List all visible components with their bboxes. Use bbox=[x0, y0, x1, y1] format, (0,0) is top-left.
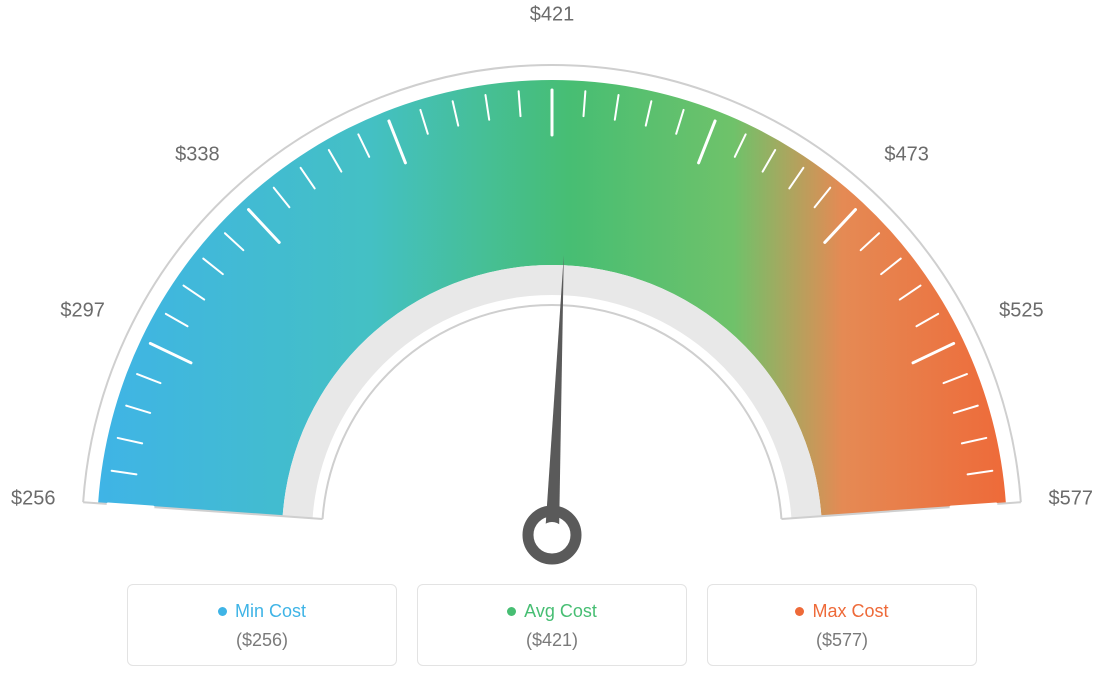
legend-max-header: Max Cost bbox=[708, 601, 976, 622]
gauge-tick-label: $525 bbox=[999, 300, 1044, 323]
legend-min-dot bbox=[218, 607, 227, 616]
legend-min-label: Min Cost bbox=[235, 601, 306, 622]
legend-avg-header: Avg Cost bbox=[418, 601, 686, 622]
legend-max-value: ($577) bbox=[708, 630, 976, 651]
legend-max-label: Max Cost bbox=[812, 601, 888, 622]
gauge-tick-label: $473 bbox=[884, 143, 929, 166]
gauge-tick-label: $338 bbox=[175, 143, 220, 166]
gauge-tick-label: $256 bbox=[11, 487, 56, 510]
gauge-chart: $256$297$338$421$473$525$577 bbox=[52, 30, 1052, 570]
legend-avg-value: ($421) bbox=[418, 630, 686, 651]
gauge-tick-label: $297 bbox=[60, 300, 105, 323]
legend-max-dot bbox=[795, 607, 804, 616]
legend-avg-label: Avg Cost bbox=[524, 601, 597, 622]
legend-avg-dot bbox=[507, 607, 516, 616]
legend-row: Min Cost ($256) Avg Cost ($421) Max Cost… bbox=[127, 584, 977, 666]
gauge-tick-label: $421 bbox=[530, 4, 575, 27]
legend-min-value: ($256) bbox=[128, 630, 396, 651]
legend-max: Max Cost ($577) bbox=[707, 584, 977, 666]
legend-min: Min Cost ($256) bbox=[127, 584, 397, 666]
legend-min-header: Min Cost bbox=[128, 601, 396, 622]
gauge-tick-label: $577 bbox=[1048, 487, 1093, 510]
legend-avg: Avg Cost ($421) bbox=[417, 584, 687, 666]
gauge-svg bbox=[52, 30, 1052, 590]
